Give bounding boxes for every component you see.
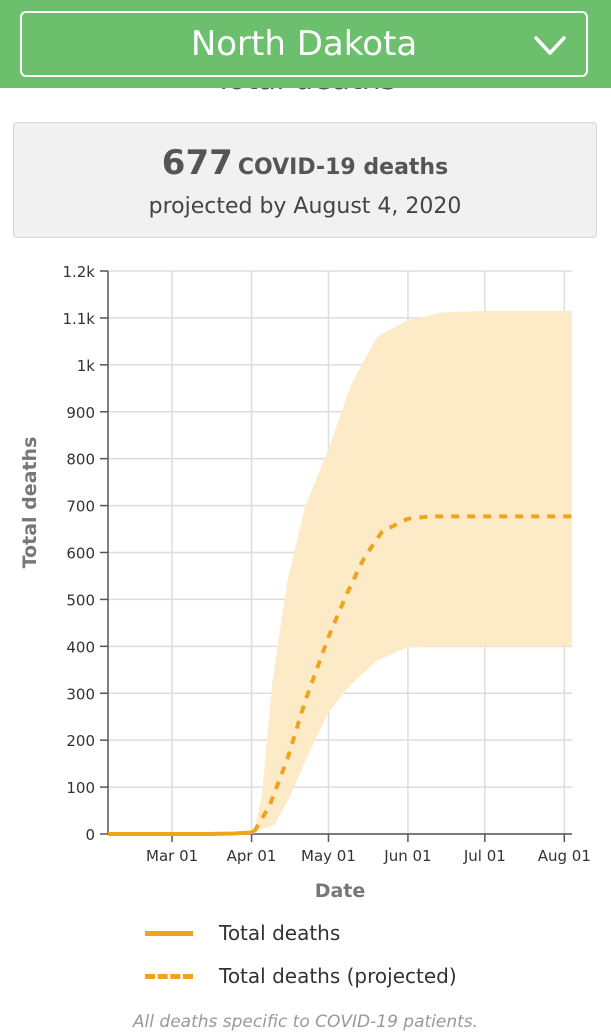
x-tick-label: Mar 01 xyxy=(146,847,198,865)
legend-swatch-solid xyxy=(145,931,193,936)
y-tick-label: 1.2k xyxy=(62,263,95,281)
y-tick-label: 900 xyxy=(66,404,95,422)
y-tick-label: 200 xyxy=(66,732,95,750)
x-tick-label: May 01 xyxy=(301,847,356,865)
y-tick-label: 1k xyxy=(77,357,96,375)
y-tick-label: 300 xyxy=(66,685,95,703)
projected-deaths-number: 677 xyxy=(161,143,233,183)
x-tick-label: Aug 01 xyxy=(538,847,591,865)
y-tick-label: 0 xyxy=(85,826,95,844)
legend-swatch-dashed xyxy=(145,974,193,979)
header-bar: North Dakota xyxy=(0,0,611,88)
state-dropdown[interactable]: North Dakota xyxy=(20,11,588,77)
legend-label: Total deaths (projected) xyxy=(219,964,457,988)
series-line-total-deaths xyxy=(108,829,255,836)
y-tick-label: 1.1k xyxy=(62,310,95,328)
state-name: North Dakota xyxy=(190,24,418,64)
legend-label: Total deaths xyxy=(219,921,341,945)
uncertainty-band xyxy=(254,310,572,832)
x-axis-title: Date xyxy=(315,880,366,902)
y-axis-title: Total deaths xyxy=(19,437,41,569)
y-tick-label: 700 xyxy=(66,498,95,516)
projection-summary: 677 COVID-19 deaths projected by August … xyxy=(13,122,597,238)
x-tick-label: Jul 01 xyxy=(463,847,506,865)
y-tick-label: 400 xyxy=(66,638,95,656)
y-tick-label: 100 xyxy=(66,779,95,797)
projection-date-text: projected by August 4, 2020 xyxy=(148,194,462,219)
y-tick-label: 800 xyxy=(66,451,95,469)
deaths-chart: 0 100 200 300 400 500 600 700 800 900 1k 1.1k 1.2k Ma… xyxy=(19,263,591,902)
chevron-down-icon xyxy=(534,36,566,55)
x-tick-label: Jun 01 xyxy=(383,847,431,865)
y-tick-label: 500 xyxy=(66,591,95,609)
y-tick-label: 600 xyxy=(66,545,95,563)
footnote: All deaths specific to COVID-19 patients… xyxy=(132,1012,479,1032)
x-tick-label: Apr 01 xyxy=(227,847,277,865)
projected-deaths-label: COVID-19 deaths xyxy=(237,155,449,180)
